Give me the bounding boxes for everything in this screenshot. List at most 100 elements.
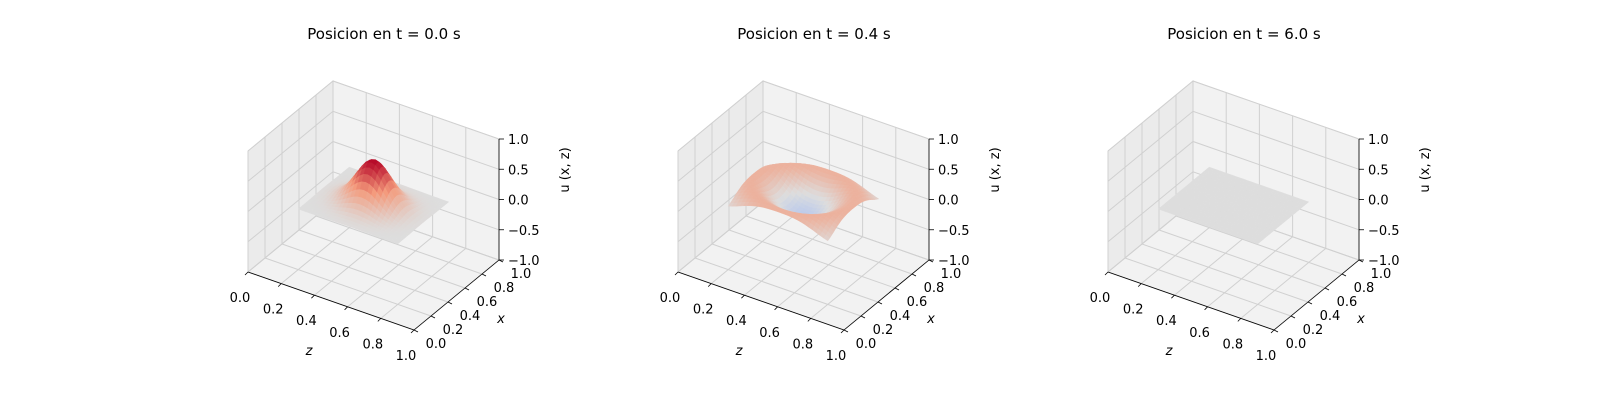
z-tick-label: 0.2 [1123,303,1144,318]
u-tick-label: −1.0 [938,254,970,269]
x-tick [894,287,900,291]
gridline-u [247,110,500,182]
x-tick-label: 0.8 [1354,281,1375,296]
z-axis-line [247,271,415,331]
x-tick-label: 0.0 [426,337,447,352]
u-tick-label: 1.0 [1368,133,1389,148]
z-tick-label: 0.4 [296,314,317,329]
gridline-u [247,171,500,243]
z-tick [807,318,812,322]
gridline-u [1107,110,1360,182]
x-tick-label: 0.6 [907,295,928,310]
x-tick [464,287,470,291]
z-tick-label: 0.6 [1189,326,1210,341]
surface [297,159,450,245]
gridline-u [1107,80,1360,152]
z-tick [674,271,679,276]
z-tick [774,306,778,311]
z-axis-label: z [735,344,744,359]
z-tick [741,294,745,299]
x-tick-label: 0.6 [477,295,498,310]
z-tick-label: 0.0 [660,291,681,306]
gridline-u [247,140,500,212]
z-tick-label: 0.2 [263,303,284,318]
z-axis-label: z [1165,344,1174,359]
x-tick [877,301,883,305]
z-axis-line [677,271,845,331]
x-tick [911,273,917,277]
z-tick [1171,294,1175,299]
z-tick [344,306,348,311]
subplot-title: Posicion en t = 0.0 s [307,25,461,43]
z-tick-label: 1.0 [396,349,417,364]
z-tick-label: 0.0 [230,291,251,306]
z-tick [1104,271,1109,276]
u-tick-label: −0.5 [938,224,970,239]
x-tick-label: 0.0 [856,337,877,352]
x-tick [481,273,487,277]
x-axis-line [413,259,500,331]
u-tick-label: −1.0 [1368,254,1400,269]
u-tick-label: −1.0 [508,254,540,269]
u-tick-label: 1.0 [938,133,959,148]
subplot-1: Posicion en t = 0.0 s 0.00.20.40.60.81.0… [230,25,573,364]
x-tick-label: 1.0 [1371,267,1392,282]
x-tick-label: 0.4 [890,309,911,324]
x-tick-label: 0.2 [1303,323,1324,338]
u-tick-label: 0.5 [938,163,959,178]
x-tick-label: 1.0 [511,267,532,282]
z-tick-label: 0.8 [1222,337,1243,352]
x-tick [430,315,436,319]
u-tick-label: 0.5 [1368,163,1389,178]
u-tick-label: 0.0 [1368,194,1389,209]
z-tick-label: 0.4 [726,314,747,329]
x-tick-label: 0.2 [443,323,464,338]
x-tick [1307,301,1313,305]
u-axis-label: u (x, z) [988,147,1003,192]
surface [727,162,880,242]
subplot-3: Posicion en t = 6.0 s 0.00.20.40.60.81.0… [1090,25,1433,364]
z-tick [1137,283,1142,287]
surface-cell [823,234,831,242]
z-tick [277,283,282,287]
x-tick [1290,315,1296,319]
x-tick [860,315,866,319]
x-tick [1273,329,1279,333]
z-tick [707,283,712,287]
x-axis-label: x [926,312,935,327]
gridline-u [1107,140,1360,212]
z-tick-label: 0.8 [362,337,383,352]
gridline-u [247,80,500,152]
subplot-2: Posicion en t = 0.4 s 0.00.20.40.60.81.0… [660,25,1003,364]
x-tick-label: 0.6 [1337,295,1358,310]
z-tick [377,318,382,322]
x-tick [1341,273,1347,277]
z-tick-label: 0.4 [1156,314,1177,329]
x-tick-label: 0.2 [873,323,894,338]
x-axis-line [1273,259,1360,331]
u-axis-label: u (x, z) [558,147,573,192]
z-tick [1237,318,1242,322]
u-tick-label: 0.5 [508,163,529,178]
z-axis-line [1107,271,1275,331]
u-axis-label: u (x, z) [1418,147,1433,192]
surface-cell [1253,240,1261,245]
z-tick [244,271,249,276]
x-axis-label: x [496,312,505,327]
z-tick [311,294,315,299]
x-tick-label: 0.4 [460,309,481,324]
gridline-u [677,140,930,212]
x-tick-label: 0.8 [494,281,515,296]
z-tick [410,329,415,334]
z-tick-label: 0.0 [1090,291,1111,306]
subplot-title: Posicion en t = 0.4 s [737,25,891,43]
subplot-title: Posicion en t = 6.0 s [1167,25,1321,43]
axes-3d: 0.00.20.40.60.81.00.00.20.40.60.81.0−1.0… [230,79,573,364]
u-tick-label: 0.0 [508,194,529,209]
axes-3d: 0.00.20.40.60.81.00.00.20.40.60.81.0−1.0… [1090,79,1433,364]
x-tick [1324,287,1330,291]
gridline-u [1107,171,1360,243]
u-tick-label: 1.0 [508,133,529,148]
gridline-u [677,110,930,182]
